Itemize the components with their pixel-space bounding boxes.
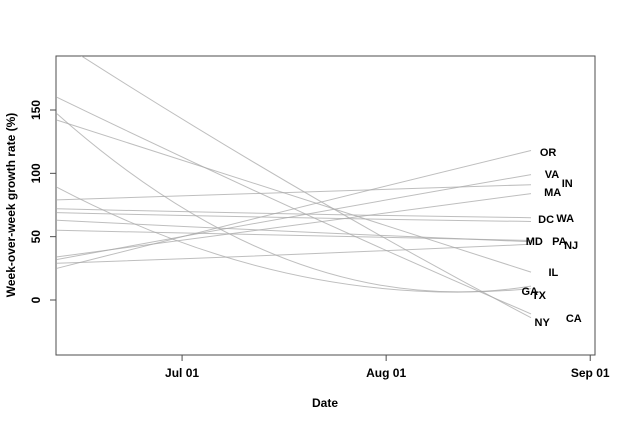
state-label-WA: WA [556,213,574,225]
y-tick-label: 100 [29,163,43,183]
state-label-VA: VA [545,169,560,181]
state-label-MA: MA [544,187,561,199]
state-label-PA: PA [552,236,567,248]
state-line-IL [56,119,532,273]
state-line-NJ [56,243,532,264]
x-tick-label: Aug 01 [366,366,406,380]
x-tick-label: Sep 01 [571,366,610,380]
state-label-TX: TX [532,290,547,302]
state-label-GA: GA [521,286,538,298]
x-tick-label: Jul 01 [165,366,199,380]
state-label-IL: IL [549,267,559,279]
y-tick-label: 0 [29,296,43,303]
state-label-DC: DC [538,214,554,226]
plot-box [55,55,596,356]
state-label-NY: NY [535,317,551,329]
state-line-TX [56,186,532,293]
series-lines [56,56,532,319]
state-label-OR: OR [540,147,557,159]
state-line-PA [56,229,532,241]
state-label-IN: IN [562,178,573,190]
state-label-MD: MD [526,236,543,248]
state-line-OR [56,150,532,269]
state-line-DC [56,212,532,222]
y-tick-label: 50 [29,230,43,244]
state-line-WA [56,208,532,219]
state-line-CA [56,96,532,315]
y-axis-title: Week-over-week growth rate (%) [4,113,18,298]
state-line-NY [80,56,532,319]
state-label-CA: CA [566,313,582,325]
state-label-NJ: NJ [564,240,578,252]
y-tick-label: 150 [29,100,43,120]
axes: 0 50 100 150 Jul 01 Aug 01 Sep 01 [29,100,610,380]
state-line-VA [56,174,532,260]
x-axis-title: Date [312,396,338,410]
state-line-IN [56,184,532,201]
state-line-MA [56,193,532,258]
